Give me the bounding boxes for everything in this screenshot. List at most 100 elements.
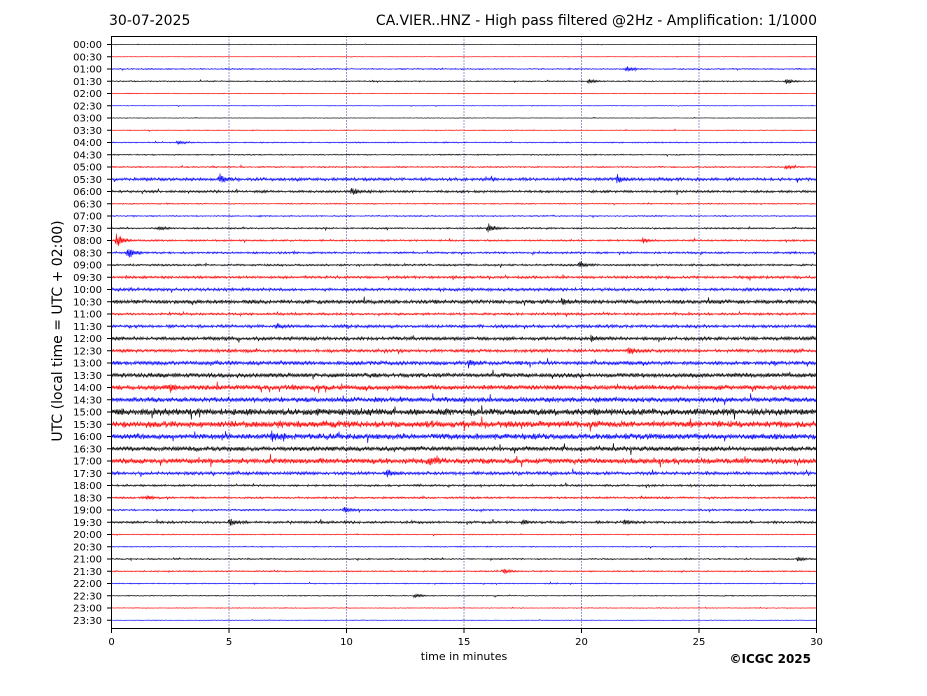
plot-area: [111, 36, 817, 629]
trace-1630: [111, 443, 817, 456]
y-tick-label: 18:00: [73, 481, 102, 492]
y-tick-label: 22:30: [73, 591, 102, 602]
y-tick-label: 23:00: [73, 604, 102, 615]
y-tick-label: 05:00: [73, 163, 102, 174]
y-tick-label: 16:00: [73, 432, 102, 443]
y-tick-label: 12:00: [73, 334, 102, 345]
trace-1000: [111, 286, 817, 293]
trace-0730: [111, 223, 817, 233]
y-tick-label: 09:00: [73, 261, 102, 272]
y-tick-label: 22:00: [73, 579, 102, 590]
trace-1200: [111, 334, 817, 343]
trace-0700: [111, 214, 817, 219]
y-tick-label: 19:30: [73, 518, 102, 529]
plot-frame: [111, 36, 817, 629]
y-tick-label: 10:00: [73, 285, 102, 296]
trace-0030: [111, 55, 817, 58]
trace-1100: [111, 310, 817, 318]
x-tick-label: 5: [226, 637, 232, 648]
trace-1530: [111, 416, 817, 432]
y-tick-label: 14:30: [73, 395, 102, 406]
trace-0630: [111, 202, 817, 206]
y-tick-label: 03:00: [73, 114, 102, 125]
trace-1430: [111, 393, 817, 406]
y-tick-label: 04:00: [73, 138, 102, 149]
trace-0200: [111, 92, 817, 95]
trace-0500: [111, 164, 817, 170]
y-tick-label: 17:30: [73, 469, 102, 480]
y-tick-label: 14:00: [73, 383, 102, 394]
trace-0100: [111, 66, 817, 72]
y-tick-label: 08:30: [73, 248, 102, 259]
y-tick-label: 15:30: [73, 420, 102, 431]
y-axis-label: UTC (local time = UTC + 02:00): [50, 220, 66, 441]
trace-0900: [111, 260, 817, 268]
trace-1300: [111, 358, 817, 369]
trace-1130: [111, 323, 817, 330]
y-tick-label: 13:00: [73, 359, 102, 370]
y-tick-label: 01:00: [73, 65, 102, 76]
y-tick-label: 06:30: [73, 199, 102, 210]
trace-0930: [111, 274, 817, 281]
y-tick-label: 23:30: [73, 616, 102, 627]
x-tick-label: 30: [810, 637, 823, 648]
y-tick-label: 20:00: [73, 530, 102, 541]
copyright-label: ©ICGC 2025: [729, 652, 811, 666]
trace-0830: [111, 249, 817, 258]
trace-0600: [111, 188, 817, 196]
x-tick-label: 20: [575, 637, 588, 648]
y-tick-label: 01:30: [73, 77, 102, 88]
trace-1600: [111, 430, 817, 443]
y-tick-label: 04:30: [73, 150, 102, 161]
trace-2330: [111, 618, 817, 622]
y-tick-label: 10:30: [73, 297, 102, 308]
trace-0400: [111, 140, 817, 145]
trace-1830: [111, 495, 817, 501]
x-tick-labels: 0 5 10 15 20 25 30: [108, 628, 823, 648]
trace-0000: [111, 43, 817, 46]
y-tick-label: 11:00: [73, 310, 102, 321]
y-tick-label: 13:30: [73, 371, 102, 382]
trace-1700: [111, 453, 817, 468]
trace-0130: [111, 78, 817, 85]
trace-1230: [111, 347, 817, 355]
trace-2030: [111, 545, 817, 549]
x-axis-label: time in minutes: [421, 650, 508, 663]
y-tick-label: 07:00: [73, 212, 102, 223]
trace-2130: [111, 568, 817, 574]
trace-0530: [111, 173, 817, 184]
y-tick-label: 12:30: [73, 346, 102, 357]
trace-2000: [111, 532, 817, 537]
trace-1500: [111, 405, 817, 420]
trace-0800: [111, 233, 817, 246]
trace-2300: [111, 606, 817, 610]
trace-2200: [111, 581, 817, 586]
y-tick-label: 02:00: [73, 89, 102, 100]
trace-1030: [111, 296, 817, 306]
y-tick-label: 15:00: [73, 408, 102, 419]
y-tick-label: 05:30: [73, 175, 102, 186]
y-tick-label: 19:00: [73, 506, 102, 517]
seismic-traces: [111, 43, 817, 622]
x-tick-label: 25: [693, 637, 706, 648]
y-tick-label: 02:30: [73, 101, 102, 112]
trace-1330: [111, 369, 817, 380]
y-tick-label: 07:30: [73, 224, 102, 235]
y-tick-label: 21:30: [73, 567, 102, 578]
trace-0230: [111, 104, 817, 108]
y-tick-label: 00:00: [73, 40, 102, 51]
chart-title: CA.VIER..HNZ - High pass filtered @2Hz -…: [376, 13, 817, 29]
trace-2100: [111, 556, 817, 562]
trace-1400: [111, 381, 817, 394]
y-tick-label: 18:30: [73, 493, 102, 504]
trace-1930: [111, 518, 817, 526]
trace-0330: [111, 128, 817, 133]
x-tick-label: 10: [340, 637, 353, 648]
date-label: 30-07-2025: [109, 13, 190, 29]
y-tick-label: 11:30: [73, 322, 102, 333]
y-tick-label: 00:30: [73, 52, 102, 63]
x-tick-label: 15: [458, 637, 471, 648]
trace-2230: [111, 593, 817, 599]
